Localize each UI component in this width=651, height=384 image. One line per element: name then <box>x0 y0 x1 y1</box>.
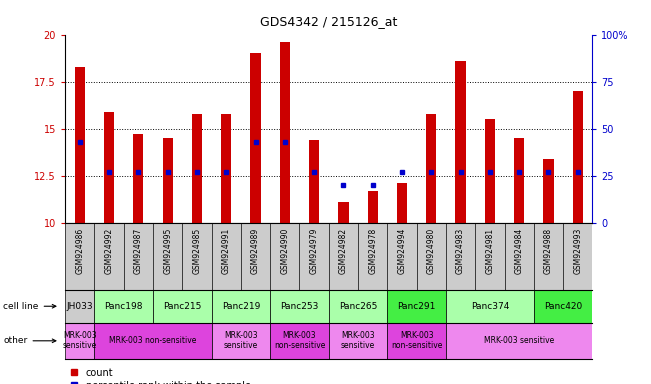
Text: GSM924985: GSM924985 <box>193 228 201 274</box>
Bar <box>397 183 407 223</box>
Text: MRK-003
non-sensitive: MRK-003 non-sensitive <box>274 331 325 351</box>
Bar <box>485 119 495 223</box>
Bar <box>387 290 446 323</box>
Bar <box>163 138 173 223</box>
Bar <box>426 114 436 223</box>
Bar <box>309 140 319 223</box>
Text: JH033: JH033 <box>66 302 93 311</box>
Bar <box>573 91 583 223</box>
Bar <box>387 323 446 359</box>
Text: GSM924983: GSM924983 <box>456 228 465 274</box>
Bar <box>446 290 534 323</box>
Bar <box>212 290 270 323</box>
Text: GSM924984: GSM924984 <box>515 228 523 274</box>
Text: GSM924986: GSM924986 <box>76 228 84 274</box>
Bar <box>446 323 592 359</box>
Bar <box>329 323 387 359</box>
Bar <box>270 323 329 359</box>
Text: Panc198: Panc198 <box>104 302 143 311</box>
Bar <box>544 159 553 223</box>
Text: GSM924994: GSM924994 <box>398 228 406 275</box>
Text: MRK-003
sensitive: MRK-003 sensitive <box>224 331 258 351</box>
Bar <box>270 290 329 323</box>
Text: Panc374: Panc374 <box>471 302 509 311</box>
Text: MRK-003
non-sensitive: MRK-003 non-sensitive <box>391 331 442 351</box>
Text: GSM924990: GSM924990 <box>281 228 289 275</box>
Text: GDS4342 / 215126_at: GDS4342 / 215126_at <box>260 15 398 28</box>
Bar <box>339 202 348 223</box>
Text: MRK-003
sensitive: MRK-003 sensitive <box>62 331 97 351</box>
Text: Panc265: Panc265 <box>339 302 377 311</box>
Text: Panc253: Panc253 <box>281 302 318 311</box>
Text: MRK-003 sensitive: MRK-003 sensitive <box>484 336 554 345</box>
Text: GSM924995: GSM924995 <box>163 228 172 275</box>
Bar <box>65 290 94 323</box>
Text: GSM924979: GSM924979 <box>310 228 318 275</box>
Text: GSM924988: GSM924988 <box>544 228 553 274</box>
Bar <box>368 191 378 223</box>
Bar <box>534 290 592 323</box>
Text: GSM924980: GSM924980 <box>427 228 436 274</box>
Text: GSM924993: GSM924993 <box>574 228 582 275</box>
Bar <box>251 53 260 223</box>
Bar <box>65 323 94 359</box>
Bar <box>94 323 212 359</box>
Text: GSM924992: GSM924992 <box>105 228 113 274</box>
Text: GSM924987: GSM924987 <box>134 228 143 274</box>
Text: MRK-003 non-sensitive: MRK-003 non-sensitive <box>109 336 197 345</box>
Text: Panc420: Panc420 <box>544 302 582 311</box>
Text: other: other <box>3 336 56 345</box>
Text: GSM924982: GSM924982 <box>339 228 348 274</box>
Bar <box>75 66 85 223</box>
Bar <box>104 112 114 223</box>
Bar <box>280 42 290 223</box>
Text: GSM924989: GSM924989 <box>251 228 260 274</box>
Bar <box>329 290 387 323</box>
Bar <box>221 114 231 223</box>
Text: GSM924978: GSM924978 <box>368 228 377 274</box>
Text: GSM924981: GSM924981 <box>486 228 494 274</box>
Bar <box>456 61 465 223</box>
Text: GSM924991: GSM924991 <box>222 228 230 274</box>
Bar <box>94 290 153 323</box>
Bar <box>153 290 212 323</box>
Bar <box>133 134 143 223</box>
Bar <box>212 323 270 359</box>
Legend: count, percentile rank within the sample: count, percentile rank within the sample <box>70 368 251 384</box>
Text: Panc291: Panc291 <box>398 302 436 311</box>
Bar <box>514 138 524 223</box>
Text: Panc215: Panc215 <box>163 302 201 311</box>
Bar <box>192 114 202 223</box>
Text: MRK-003
sensitive: MRK-003 sensitive <box>341 331 375 351</box>
Text: cell line: cell line <box>3 302 56 311</box>
Text: Panc219: Panc219 <box>222 302 260 311</box>
